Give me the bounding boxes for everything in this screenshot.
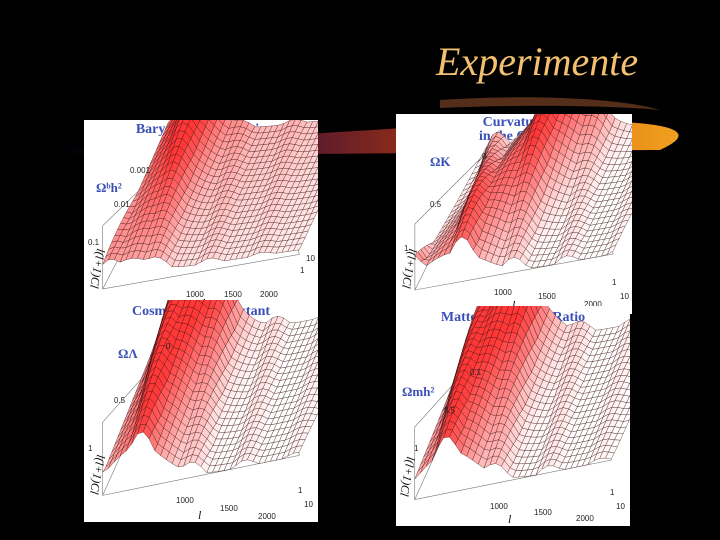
param-tick: 1 — [88, 444, 93, 453]
panel-baryon-photon: Baryon–Photon Ratio in the CMB Ωᵇh² 0.00… — [84, 120, 318, 312]
param-tick: 0.5 — [430, 200, 442, 209]
surface-plot — [414, 306, 630, 501]
param-label: Ωᵇh² — [96, 180, 122, 195]
surface-mesh — [414, 114, 632, 268]
side-tick: 1 — [612, 278, 617, 287]
mesh-cell — [628, 151, 632, 158]
mesh-cell — [628, 181, 632, 189]
mesh-cell — [627, 319, 630, 326]
x-tick: 1000 — [494, 288, 512, 297]
mesh-cell — [626, 383, 630, 390]
mesh-cell — [628, 170, 632, 179]
side-tick: 10 — [620, 292, 629, 301]
surface-plot — [414, 114, 632, 291]
x-axis-label: l — [512, 298, 516, 312]
x-tick: 2000 — [576, 514, 594, 523]
side-tick: 1 — [298, 486, 303, 495]
mesh-cell — [629, 139, 632, 146]
mesh-cell — [317, 399, 318, 402]
mesh-cell — [314, 401, 318, 409]
mesh-cell — [314, 178, 318, 186]
x-tick: 1500 — [534, 508, 552, 517]
surface-plot — [102, 120, 318, 290]
side-tick: 10 — [304, 500, 313, 509]
param-tick: 1 — [414, 444, 419, 453]
mesh-cell — [315, 121, 318, 128]
x-axis-label: l — [198, 508, 202, 522]
x-tick: 1000 — [176, 496, 194, 505]
param-label: Ωmh² — [402, 384, 435, 399]
param-tick: 0 — [166, 342, 171, 351]
mesh-cell — [626, 396, 630, 403]
mesh-cell — [314, 387, 318, 396]
param-label: ΩΛ — [118, 346, 138, 361]
x-tick: 1000 — [186, 290, 204, 299]
x-tick: 1500 — [224, 290, 242, 299]
mesh-cell — [629, 406, 630, 409]
side-tick: 10 — [306, 254, 315, 263]
panel-cosmological-constant: Cosmological Constant in the CMB ΩΛ 0 0.… — [84, 300, 318, 522]
mesh-cell — [605, 451, 615, 460]
param-label: ΩK — [430, 154, 451, 169]
side-tick: 1 — [610, 488, 615, 497]
slide-title: Experimente — [436, 39, 639, 84]
mesh-cell — [314, 338, 318, 347]
param-tick: 0.5 — [114, 396, 126, 405]
mesh-cell — [626, 369, 630, 377]
x-tick: 2000 — [584, 300, 602, 309]
mesh-cell — [314, 200, 318, 208]
param-tick: 0.001 — [130, 166, 151, 175]
mesh-cell — [606, 244, 617, 255]
mesh-cell — [314, 144, 318, 151]
x-tick: 2000 — [258, 512, 276, 521]
mesh-cell — [626, 343, 630, 351]
mesh-cell — [628, 202, 632, 210]
mesh-cell — [317, 198, 318, 202]
mesh-cell — [626, 408, 630, 416]
mesh-cell — [314, 167, 318, 174]
mesh-cell — [631, 190, 632, 193]
surface-mesh — [414, 306, 630, 480]
x-tick: 2000 — [260, 290, 278, 299]
param-tick: 0.01 — [114, 200, 130, 209]
param-tick: 1 — [404, 244, 409, 253]
panel-matter-radiation: Matter–Radiation Ratio in the CMB Ωmh² 0… — [396, 306, 630, 526]
mesh-cell — [315, 327, 318, 336]
mesh-cell — [315, 133, 318, 140]
mesh-cell — [628, 191, 632, 199]
panel-curvature: Curvature in the CMB ΩK 0 0.5 1 l(l+1)Cl… — [396, 114, 632, 314]
mesh-cell — [626, 356, 630, 364]
param-tick: 0.5 — [444, 406, 456, 415]
mesh-cell — [314, 155, 318, 163]
side-tick: 10 — [616, 502, 625, 511]
mesh-cell — [629, 394, 630, 397]
mesh-cell — [314, 189, 318, 197]
param-tick: 0.1 — [470, 368, 482, 377]
surface-mesh — [102, 300, 318, 473]
param-tick: 0.1 — [88, 238, 100, 247]
mesh-cell — [314, 349, 318, 358]
mesh-cell — [629, 125, 632, 133]
x-tick: 1500 — [220, 504, 238, 513]
mesh-cell — [293, 243, 303, 251]
x-tick: 1500 — [538, 292, 556, 301]
mesh-cell — [317, 386, 318, 389]
mesh-cell — [631, 201, 632, 204]
surface-plot — [102, 300, 318, 496]
mesh-cell — [293, 445, 303, 454]
mesh-cell — [627, 331, 630, 338]
x-tick: 1000 — [490, 502, 508, 511]
side-tick: 1 — [300, 266, 305, 275]
mesh-cell — [314, 362, 318, 370]
x-axis-label: l — [508, 512, 512, 526]
param-tick: 0 — [482, 152, 487, 161]
mesh-cell — [314, 374, 318, 382]
surface-mesh — [102, 120, 318, 268]
